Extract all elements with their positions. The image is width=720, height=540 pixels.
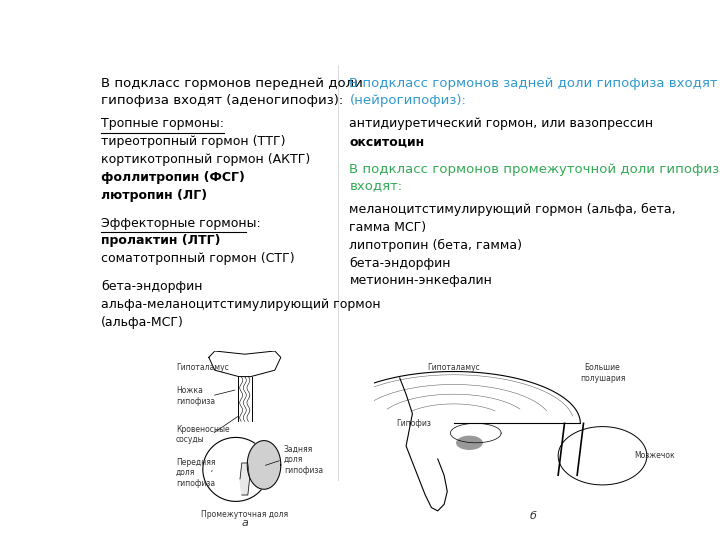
Text: Гипоталамус: Гипоталамус bbox=[427, 363, 480, 373]
Text: В подкласс гормонов промежуточной доли гипофиза: В подкласс гормонов промежуточной доли г… bbox=[349, 163, 720, 176]
Text: кортикотропный гормон (АКТГ): кортикотропный гормон (АКТГ) bbox=[101, 153, 310, 166]
Text: антидиуретический гормон, или вазопрессин: антидиуретический гормон, или вазопресси… bbox=[349, 117, 654, 130]
Text: Гипофиз: Гипофиз bbox=[397, 419, 431, 428]
Text: Большие
полушария: Большие полушария bbox=[580, 363, 625, 383]
Text: Ножка
гипофиза: Ножка гипофиза bbox=[176, 386, 215, 406]
Polygon shape bbox=[456, 436, 482, 449]
Text: а: а bbox=[241, 517, 248, 528]
Text: Мозжечок: Мозжечок bbox=[634, 451, 675, 460]
Text: липотропин (бета, гамма): липотропин (бета, гамма) bbox=[349, 239, 523, 252]
Text: Передняя
доля
гипофиза: Передняя доля гипофиза bbox=[176, 458, 215, 488]
Text: Промежуточная доля: Промежуточная доля bbox=[201, 510, 289, 519]
Text: бета-эндорфин: бета-эндорфин bbox=[349, 256, 451, 269]
Text: меланоцитстимулирующий гормон (альфа, бета,: меланоцитстимулирующий гормон (альфа, бе… bbox=[349, 203, 676, 216]
Text: Задняя
доля
гипофиза: Задняя доля гипофиза bbox=[284, 445, 323, 475]
Text: пролактин (ЛТГ): пролактин (ЛТГ) bbox=[101, 234, 220, 247]
Text: В подкласс гормонов задней доли гипофиза входят: В подкласс гормонов задней доли гипофиза… bbox=[349, 77, 718, 90]
Text: метионин-энкефалин: метионин-энкефалин bbox=[349, 274, 492, 287]
Text: окситоцин: окситоцин bbox=[349, 135, 425, 148]
Text: гипофиза входят (аденогипофиз):: гипофиза входят (аденогипофиз): bbox=[101, 94, 343, 107]
Text: входят:: входят: bbox=[349, 179, 402, 192]
Text: соматотропный гормон (СТГ): соматотропный гормон (СТГ) bbox=[101, 252, 294, 265]
Text: Эффекторные гормоны:: Эффекторные гормоны: bbox=[101, 217, 261, 230]
Polygon shape bbox=[240, 463, 250, 495]
Text: альфа-меланоцитстимулирующий гормон: альфа-меланоцитстимулирующий гормон bbox=[101, 298, 381, 311]
Text: б: б bbox=[529, 510, 536, 521]
Text: гамма МСГ): гамма МСГ) bbox=[349, 221, 426, 234]
Text: фоллитропин (ФСГ): фоллитропин (ФСГ) bbox=[101, 171, 245, 184]
Polygon shape bbox=[247, 441, 281, 489]
Text: В подкласс гормонов передней доли: В подкласс гормонов передней доли bbox=[101, 77, 363, 90]
Text: бета-эндорфин: бета-эндорфин bbox=[101, 280, 202, 293]
Text: Гипоталамус: Гипоталамус bbox=[176, 362, 228, 372]
Text: Тропные гормоны:: Тропные гормоны: bbox=[101, 117, 224, 130]
Text: лютропин (ЛГ): лютропин (ЛГ) bbox=[101, 189, 207, 202]
Text: (нейрогипофиз):: (нейрогипофиз): bbox=[349, 94, 467, 107]
Text: тиреотропный гормон (ТТГ): тиреотропный гормон (ТТГ) bbox=[101, 135, 286, 148]
Text: Кровеносные
сосуды: Кровеносные сосуды bbox=[176, 424, 230, 444]
Text: (альфа-МСГ): (альфа-МСГ) bbox=[101, 316, 184, 329]
